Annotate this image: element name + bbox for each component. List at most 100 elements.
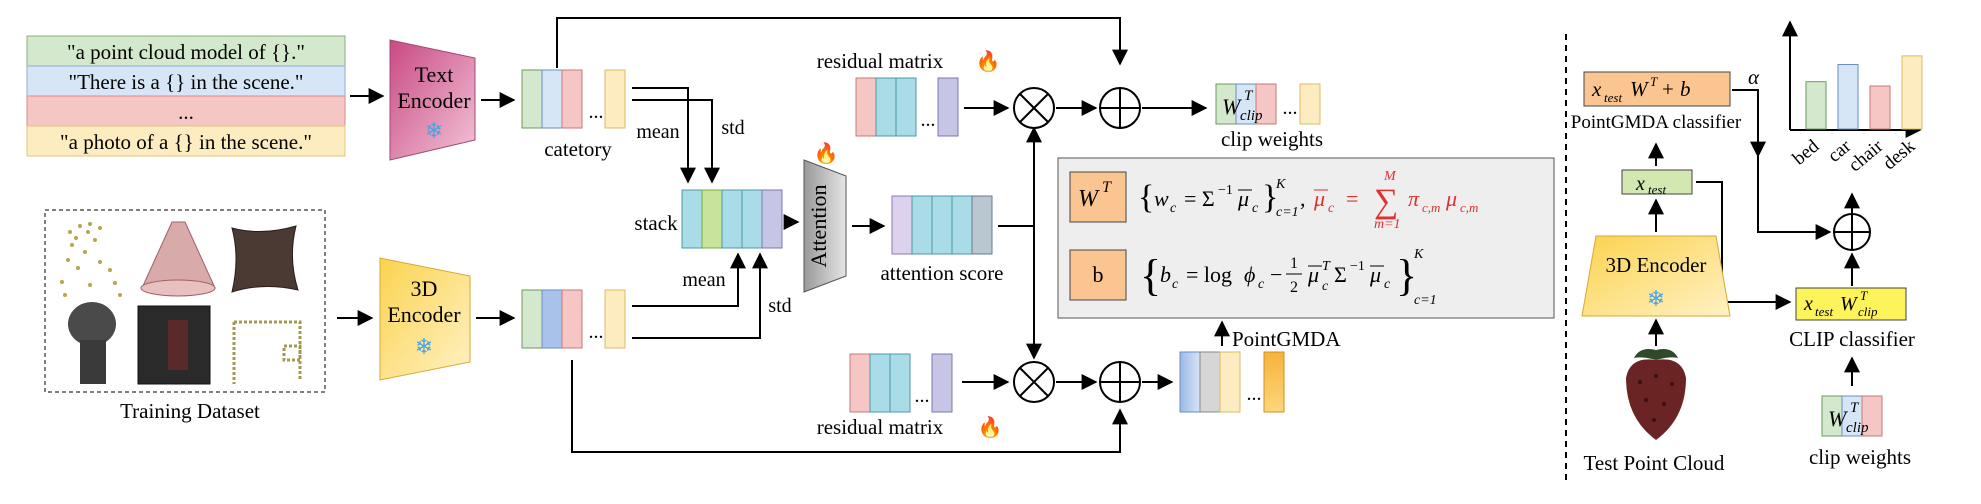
- bar-label-desk: desk: [1879, 135, 1920, 174]
- svg-text:x: x: [1635, 173, 1645, 195]
- clip-weights-label-top: clip weights: [1221, 127, 1323, 151]
- svg-text:...: ...: [921, 109, 936, 131]
- svg-text:}: }: [1396, 251, 1417, 300]
- svg-text:c: c: [1170, 201, 1177, 216]
- svg-text:...: ...: [915, 385, 930, 407]
- category-feature: ... catetory: [521, 69, 626, 161]
- svg-text:∑: ∑: [1374, 183, 1398, 220]
- svg-text:1: 1: [1290, 255, 1298, 272]
- svg-text:test: test: [1648, 182, 1666, 197]
- text-encoder: Text Encoder ❄: [389, 39, 476, 161]
- svg-text:Encoder: Encoder: [387, 302, 461, 327]
- formula-panel: W T { w c = Σ −1 μ c } K c=1 , μ c = ∑ M…: [1057, 157, 1555, 319]
- attention-block: Attention 🔥: [803, 141, 847, 293]
- pointgmda-output: ...: [1179, 351, 1285, 413]
- svg-text:= Σ: = Σ: [1184, 186, 1215, 211]
- attention-score: attention score: [880, 195, 1004, 285]
- svg-text:clip: clip: [1846, 420, 1869, 436]
- svg-text:,: ,: [1300, 186, 1306, 211]
- training-dataset-label: Training Dataset: [120, 399, 260, 423]
- fire-icon: 🔥: [976, 49, 1001, 73]
- svg-text:Encoder: Encoder: [397, 88, 471, 113]
- svg-text:x: x: [1803, 293, 1813, 315]
- svg-text:−1: −1: [1218, 183, 1233, 198]
- svg-text:}: }: [1262, 179, 1278, 216]
- svg-text:c: c: [1328, 201, 1335, 216]
- svg-text:x: x: [1591, 77, 1602, 101]
- encoder-3d-right: 3D Encoder ❄: [1581, 235, 1731, 317]
- residual-matrix-top: ...: [855, 77, 959, 137]
- svg-text:c: c: [1258, 277, 1265, 292]
- svg-text:c=1: c=1: [1276, 205, 1299, 220]
- svg-text:test: test: [1815, 304, 1833, 319]
- svg-text:μ: μ: [1237, 186, 1249, 211]
- bar-chair: [1869, 85, 1891, 130]
- bar-bed: [1805, 81, 1827, 130]
- svg-text:ϕ: ϕ: [1244, 262, 1255, 287]
- clip-classifier-box: x test W T clip: [1795, 287, 1907, 321]
- svg-text:3D Encoder: 3D Encoder: [1606, 253, 1707, 277]
- svg-text:{: {: [1140, 251, 1161, 300]
- svg-text:c: c: [1384, 277, 1391, 292]
- svg-text:3D: 3D: [411, 276, 438, 301]
- prompt-list: "a point cloud model of {}." "There is a…: [26, 35, 346, 157]
- stack-feature: [681, 189, 783, 249]
- svg-text:μ: μ: [1445, 186, 1457, 211]
- bar-label-bed: bed: [1789, 135, 1824, 169]
- pointgmda-label: PointGMDA: [1232, 327, 1341, 351]
- svg-text:b: b: [1160, 262, 1171, 287]
- svg-text:= log: = log: [1186, 262, 1232, 287]
- svg-text:K: K: [1275, 177, 1286, 192]
- svg-text:Σ: Σ: [1334, 262, 1347, 287]
- pointgmda-classifier-label: PointGMDA classifier: [1571, 112, 1742, 133]
- snowflake-icon: ❄: [415, 334, 433, 359]
- prompt-text-3: ...: [178, 100, 194, 124]
- prompt-text-2: "There is a {} in the scene.": [69, 70, 304, 94]
- svg-text:T: T: [1322, 259, 1331, 274]
- svg-text:c,m: c,m: [1422, 200, 1440, 215]
- svg-text:b: b: [1093, 262, 1104, 287]
- svg-text:...: ...: [1283, 97, 1298, 119]
- svg-text:+: +: [1662, 77, 1674, 101]
- svg-text:m=1: m=1: [1374, 217, 1401, 232]
- multiply-node-bottom: [1013, 361, 1055, 403]
- fire-icon: 🔥: [814, 141, 839, 165]
- svg-text:...: ...: [589, 321, 604, 343]
- stack-label: stack: [634, 211, 678, 235]
- svg-text:c: c: [1252, 201, 1259, 216]
- svg-text:clip: clip: [1240, 108, 1263, 124]
- clip-classifier-label: CLIP classifier: [1789, 327, 1915, 351]
- residual-matrix-label-top: residual matrix: [817, 49, 944, 73]
- svg-text:μ: μ: [1369, 262, 1381, 287]
- svg-text:T: T: [1850, 400, 1860, 416]
- svg-text:W: W: [1222, 94, 1242, 119]
- snowflake-icon: ❄: [1647, 286, 1665, 311]
- svg-text:=: =: [1346, 186, 1358, 211]
- svg-text:μ: μ: [1307, 262, 1319, 287]
- mean-label-top: mean: [636, 121, 679, 143]
- svg-text:M: M: [1383, 169, 1397, 184]
- attention-score-label: attention score: [880, 261, 1003, 285]
- svg-text:μ: μ: [1313, 186, 1325, 211]
- svg-text:π: π: [1408, 186, 1420, 211]
- svg-text:test: test: [1604, 90, 1622, 105]
- bar-car: [1837, 64, 1859, 130]
- plus-node-bottom: [1099, 361, 1141, 403]
- svg-text:Text: Text: [415, 62, 454, 87]
- clip-weights-label-right: clip weights: [1809, 445, 1911, 469]
- test-point-cloud-label: Test Point Cloud: [1584, 451, 1725, 475]
- training-dataset: Training Dataset: [44, 209, 326, 423]
- svg-text:Attention: Attention: [806, 184, 831, 267]
- bar-desk: [1901, 55, 1923, 130]
- x-test-box: x test: [1621, 169, 1693, 197]
- category-label: catetory: [544, 137, 612, 161]
- fire-icon: 🔥: [978, 415, 1003, 439]
- svg-text:c,m: c,m: [1460, 200, 1478, 215]
- svg-text:−: −: [1270, 262, 1282, 287]
- svg-text:W: W: [1828, 406, 1848, 431]
- svg-text:clip: clip: [1858, 304, 1878, 319]
- plus-node-right: [1833, 213, 1871, 251]
- clip-weights-top: W T clip ... clip weights: [1215, 83, 1323, 151]
